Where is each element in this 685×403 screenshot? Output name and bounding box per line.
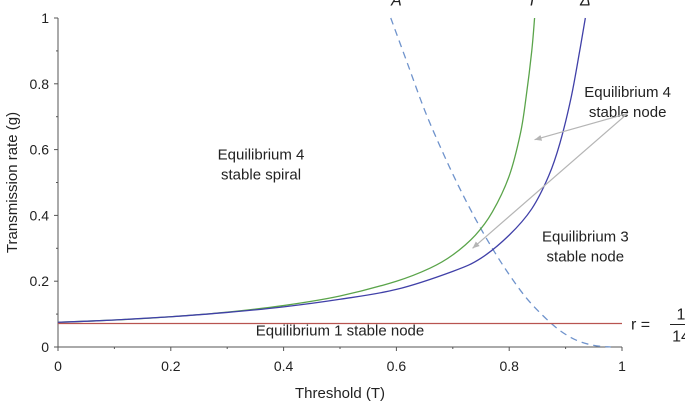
x-tick-label: 0.4 — [274, 358, 294, 374]
annotation-line: stable spiral — [221, 166, 301, 183]
annotation-line: Equilibrium 3 — [542, 229, 629, 246]
x-tick-label: 0.8 — [499, 358, 519, 374]
x-tick-label: 0.6 — [387, 358, 407, 374]
series-line-2 — [57, 17, 586, 323]
y-tick-label: 0.8 — [30, 76, 50, 92]
x-axis-title: Threshold (T) — [295, 385, 385, 402]
series-line-0 — [390, 17, 611, 348]
x-tick-label: 1 — [618, 358, 626, 374]
x-tick-label: 0 — [54, 358, 62, 374]
curve-label-2: Δ — [579, 0, 591, 10]
annotation-eq4-node: Equilibrium 4 stable node — [584, 84, 671, 121]
annotation-eq1-node: Equilibrium 1 stable node — [256, 322, 424, 339]
annotation-arrow-1 — [472, 112, 629, 249]
curve-label-1: Γ — [530, 0, 540, 10]
r-label-denominator: 14 — [672, 329, 685, 346]
annotation-line: stable node — [547, 249, 625, 266]
curve-label-0: A — [390, 0, 402, 10]
annotation-line: stable node — [589, 104, 667, 121]
annotation-arrow-0 — [534, 112, 628, 141]
curves — [57, 17, 622, 348]
axes: 0 0.2 0.4 0.6 0.8 1 0 0.2 0.4 0.6 0.8 1 Threshold (T… — [4, 10, 626, 402]
annotation-eq3-node: Equilibrium 3 stable node — [542, 229, 629, 266]
y-tick-label: 0.2 — [30, 273, 50, 289]
annotation-line: Equilibrium 4 — [584, 84, 671, 101]
y-tick-label: 1 — [41, 10, 49, 26]
y-tick-label: 0 — [41, 339, 49, 355]
annotation-line: Equilibrium 4 — [218, 146, 305, 163]
x-tick-label: 0.2 — [161, 358, 181, 374]
y-tick-label: 0.4 — [30, 207, 50, 223]
y-axis-title: Transmission rate (g) — [4, 112, 21, 253]
annotation-eq4-spiral: Equilibrium 4 stable spiral — [218, 146, 305, 183]
r-label-prefix: r = — [631, 317, 650, 334]
r-label-numerator: 1 — [677, 307, 685, 324]
annotation-line: Equilibrium 1 stable node — [256, 322, 424, 339]
y-tick-label: 0.6 — [30, 142, 50, 158]
